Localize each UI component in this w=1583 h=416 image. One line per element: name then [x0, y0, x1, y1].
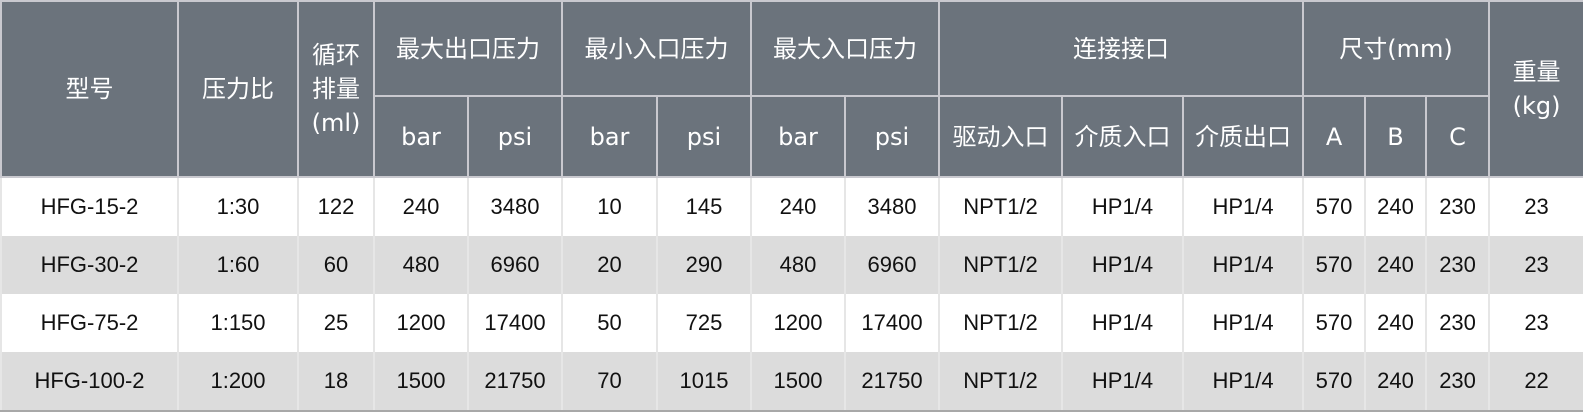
header-max-inlet: 最大入口压力 [750, 0, 940, 97]
table-cell: 20 [561, 236, 658, 294]
header-connection-sub: 驱动入口 [938, 95, 1063, 178]
table-cell: 570 [1302, 294, 1367, 352]
table-cell: 21750 [467, 352, 563, 412]
table-cell: HP1/4 [1181, 352, 1305, 412]
header-connections: 连接接口 [937, 0, 1305, 97]
table-cell: NPT1/2 [938, 294, 1063, 352]
table-cell: HP1/4 [1061, 236, 1184, 294]
table-cell: 290 [656, 236, 752, 294]
header-dimension-sub: B [1364, 95, 1428, 178]
header-displacement-line: 循环 [312, 41, 360, 69]
table-cell: 23 [1488, 236, 1583, 294]
header-connection-sub: 介质入口 [1061, 95, 1184, 178]
table-cell: 50 [561, 294, 658, 352]
table-cell: 230 [1425, 352, 1491, 412]
table-cell: 570 [1302, 177, 1367, 236]
table-cell: 1200 [373, 294, 469, 352]
table-cell: 23 [1488, 294, 1583, 352]
table-cell: 25 [297, 294, 375, 352]
table-cell: 1015 [656, 352, 752, 412]
header-weight-unit: (kg) [1512, 92, 1561, 120]
table-cell: 240 [1364, 177, 1428, 236]
table-cell: 17400 [467, 294, 563, 352]
table-cell: 21750 [844, 352, 940, 412]
table-cell: 6960 [844, 236, 940, 294]
table-cell: NPT1/2 [938, 352, 1063, 412]
table-cell: 1200 [750, 294, 846, 352]
table-cell: 240 [750, 177, 846, 236]
table-cell: HFG-30-2 [0, 236, 179, 294]
table-cell: 6960 [467, 236, 563, 294]
table-cell: 1:150 [177, 294, 299, 352]
table-row: HFG-30-2 1:60 60 480 6960 20 290 480 6960 NPT1/2 H… [0, 236, 1583, 294]
header-unit: bar [373, 95, 469, 178]
header-dimension-sub: A [1302, 95, 1367, 178]
header-connection-sub: 介质出口 [1181, 95, 1305, 178]
table-cell: 1500 [750, 352, 846, 412]
header-model: 型号 [0, 0, 179, 178]
header-unit: psi [656, 95, 752, 178]
table-cell: 3480 [467, 177, 563, 236]
table-cell: 3480 [844, 177, 940, 236]
header-min-inlet: 最小入口压力 [561, 0, 752, 97]
table-row: HFG-100-2 1:200 18 1500 21750 70 1015 1500 21750… [0, 352, 1583, 412]
table-cell: 18 [297, 352, 375, 412]
table-cell: 60 [297, 236, 375, 294]
table-cell: HFG-100-2 [0, 352, 179, 412]
table-row: HFG-15-2 1:30 122 240 3480 10 145 240 3480 NPT1/2… [0, 177, 1583, 236]
table-cell: NPT1/2 [938, 236, 1063, 294]
table-cell: 1:200 [177, 352, 299, 412]
table-cell: 145 [656, 177, 752, 236]
header-max-outlet: 最大出口压力 [373, 0, 563, 97]
table-cell: 23 [1488, 177, 1583, 236]
header-unit: bar [750, 95, 846, 178]
header-dimensions: 尺寸(mm) [1302, 0, 1491, 97]
table-cell: 240 [1364, 236, 1428, 294]
table-row: HFG-75-2 1:150 25 1200 17400 50 725 1200 17400 NP… [0, 294, 1583, 352]
header-unit: psi [467, 95, 563, 178]
table-cell: HP1/4 [1061, 177, 1184, 236]
table-cell: 240 [373, 177, 469, 236]
table-cell: 1:60 [177, 236, 299, 294]
table-cell: 1:30 [177, 177, 299, 236]
header-dimension-sub: C [1425, 95, 1491, 178]
table-body: HFG-15-2 1:30 122 240 3480 10 145 240 3480 NPT1/2… [0, 177, 1583, 412]
header-displacement: 循环 排量 (ml) [297, 0, 375, 178]
table-cell: 240 [1364, 294, 1428, 352]
table-cell: HP1/4 [1061, 294, 1184, 352]
table-cell: HFG-15-2 [0, 177, 179, 236]
table-cell: 570 [1302, 352, 1367, 412]
table-cell: 17400 [844, 294, 940, 352]
table-cell: HP1/4 [1181, 236, 1305, 294]
table-cell: HFG-75-2 [0, 294, 179, 352]
table-cell: 230 [1425, 236, 1491, 294]
table-cell: 22 [1488, 352, 1583, 412]
table-cell: NPT1/2 [938, 177, 1063, 236]
table-cell: 570 [1302, 236, 1367, 294]
table-cell: HP1/4 [1181, 177, 1305, 236]
table-cell: 480 [373, 236, 469, 294]
header-unit: psi [844, 95, 940, 178]
table-cell: 70 [561, 352, 658, 412]
table-cell: HP1/4 [1181, 294, 1305, 352]
table-cell: 122 [297, 177, 375, 236]
header-displacement-line: 排量 [312, 75, 360, 103]
table-cell: 1500 [373, 352, 469, 412]
table-cell: 10 [561, 177, 658, 236]
table-cell: 725 [656, 294, 752, 352]
table-cell: 230 [1425, 177, 1491, 236]
table-cell: 480 [750, 236, 846, 294]
header-unit: bar [561, 95, 658, 178]
header-weight-label: 重量 [1512, 58, 1561, 86]
table-cell: 240 [1364, 352, 1428, 412]
header-displacement-unit: (ml) [311, 109, 361, 137]
header-weight: 重量 (kg) [1488, 0, 1583, 178]
header-ratio: 压力比 [177, 0, 299, 178]
table-cell: HP1/4 [1061, 352, 1184, 412]
table-cell: 230 [1425, 294, 1491, 352]
